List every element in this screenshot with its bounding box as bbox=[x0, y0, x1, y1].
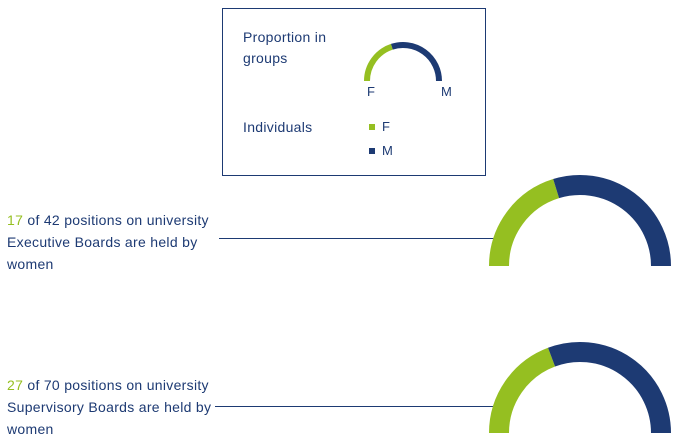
legend-male-item: M bbox=[369, 143, 393, 158]
legend-arc bbox=[364, 42, 442, 82]
legend-arc-male bbox=[390, 42, 442, 82]
executive-boards-description: of 42 positions on university Executive … bbox=[7, 212, 209, 272]
legend-female-label: F bbox=[382, 119, 390, 134]
supervisory-boards-leader-line bbox=[215, 406, 493, 407]
legend-arc-female bbox=[364, 43, 393, 82]
legend-individuals-title: Individuals bbox=[243, 119, 313, 135]
female-swatch bbox=[369, 123, 375, 130]
executive-boards-text: 17 of 42 positions on university Executi… bbox=[7, 209, 217, 275]
legend-proportion-title: Proportion in groups bbox=[243, 29, 327, 66]
supervisory-boards-chart bbox=[489, 342, 671, 434]
legend-box: Proportion in groups F M Individuals F M bbox=[222, 8, 486, 176]
legend-male-label: M bbox=[382, 143, 393, 158]
supervisory-boards-male-arc bbox=[548, 342, 671, 434]
executive-boards-leader-line bbox=[219, 238, 494, 239]
legend-female-item: F bbox=[369, 119, 390, 134]
supervisory-boards-text: 27 of 70 positions on university Supervi… bbox=[7, 374, 217, 440]
executive-boards-women-count: 17 bbox=[7, 212, 24, 228]
executive-boards-male-arc bbox=[553, 175, 671, 267]
legend-arc-m-label: M bbox=[441, 84, 453, 99]
executive-boards-female-arc bbox=[489, 179, 560, 267]
supervisory-boards-female-arc bbox=[489, 347, 556, 434]
executive-boards-chart bbox=[489, 175, 671, 267]
legend-arc-f-label: F bbox=[367, 84, 376, 99]
male-swatch bbox=[369, 147, 375, 154]
supervisory-boards-women-count: 27 bbox=[7, 377, 24, 393]
supervisory-boards-description: of 70 positions on university Supervisor… bbox=[7, 377, 212, 437]
